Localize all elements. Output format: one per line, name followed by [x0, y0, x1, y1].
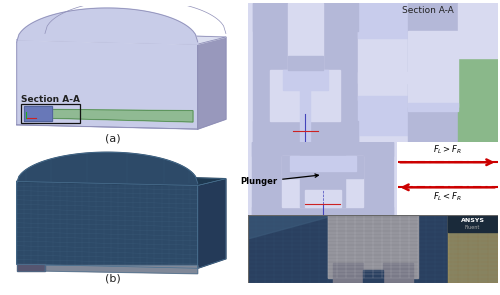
Bar [328, 210, 418, 278]
Polygon shape [33, 109, 193, 122]
Polygon shape [17, 8, 198, 44]
Text: Section A-A: Section A-A [22, 95, 80, 104]
Text: (b): (b) [105, 274, 121, 284]
Bar [322, 17, 358, 142]
Bar [282, 156, 363, 206]
Bar [300, 151, 345, 206]
Bar [448, 215, 498, 232]
Polygon shape [45, 266, 198, 274]
Text: Plunger: Plunger [240, 174, 318, 186]
Bar [448, 215, 498, 283]
Bar [340, 156, 363, 178]
Bar [358, 31, 408, 100]
Bar [252, 121, 358, 142]
Bar [358, 96, 408, 135]
Bar [22, 104, 80, 123]
Polygon shape [17, 173, 226, 186]
Polygon shape [248, 215, 335, 239]
Bar [358, 72, 408, 83]
Bar [252, 3, 358, 31]
Bar [252, 142, 282, 215]
Polygon shape [17, 181, 198, 268]
Bar [252, 142, 393, 156]
Bar [332, 263, 362, 283]
Bar [458, 3, 498, 58]
Bar [304, 190, 340, 206]
Bar [408, 31, 458, 107]
Text: $F_L<F_R$: $F_L<F_R$ [433, 190, 462, 203]
Polygon shape [198, 37, 226, 129]
Text: ANSYS: ANSYS [460, 218, 484, 223]
Bar [252, 3, 288, 142]
Polygon shape [17, 264, 45, 271]
Bar [300, 86, 310, 142]
Bar [458, 58, 498, 142]
Polygon shape [24, 106, 52, 121]
Text: Fluent: Fluent [465, 225, 480, 230]
Polygon shape [198, 179, 226, 268]
Text: Section A-A: Section A-A [402, 6, 454, 15]
Bar [252, 206, 393, 215]
Bar [363, 142, 393, 215]
Bar [408, 103, 458, 111]
Bar [362, 270, 382, 283]
Polygon shape [17, 152, 198, 186]
Bar [408, 3, 458, 142]
Bar [288, 3, 322, 70]
Polygon shape [17, 40, 198, 129]
Bar [382, 263, 412, 283]
Bar [358, 3, 408, 37]
Bar [282, 70, 328, 90]
Text: $F_L>F_R$: $F_L>F_R$ [433, 144, 462, 156]
Text: (a): (a) [106, 134, 121, 144]
Bar [290, 156, 356, 171]
Bar [288, 56, 322, 70]
Bar [282, 156, 304, 178]
Bar [270, 70, 340, 121]
Polygon shape [17, 31, 226, 44]
